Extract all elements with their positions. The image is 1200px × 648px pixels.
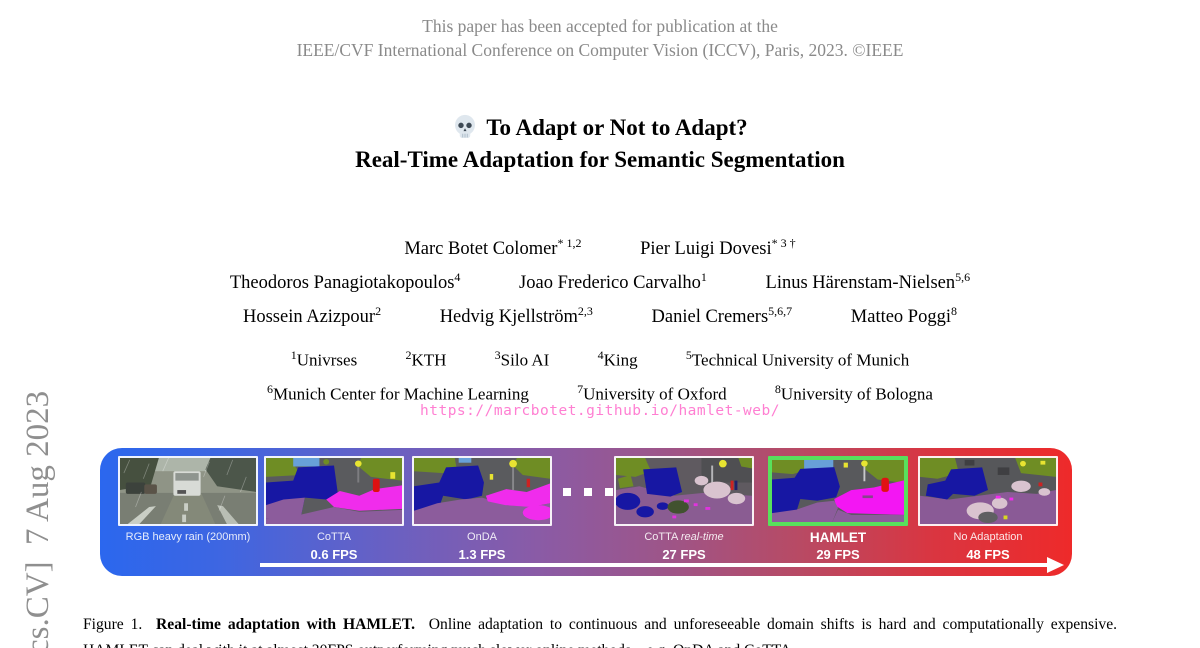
affiliation: 6Munich Center for Machine Learning bbox=[267, 381, 529, 404]
author: Hossein Azizpour2 bbox=[243, 304, 382, 328]
author: Joao Frederico Carvalho1 bbox=[519, 270, 707, 294]
affiliation: 2KTH bbox=[405, 348, 447, 370]
segmentation-image-onda bbox=[412, 456, 552, 526]
figure-caption: Figure 1. Real-time adaptation with HAML… bbox=[83, 612, 1117, 648]
arxiv-watermark: [cs.CV] 7 Aug 2023 bbox=[20, 390, 56, 648]
panel-cotta-real-time: CoTTA real-time 27 FPS bbox=[614, 456, 754, 562]
affiliation-row-1: 1Univrses 2KTH 3Silo AI 4King 5Technical… bbox=[0, 341, 1200, 375]
panel-label: CoTTA bbox=[316, 531, 352, 543]
panel-label: RGB heavy rain (200mm) bbox=[125, 531, 251, 543]
affiliation: 3Silo AI bbox=[494, 348, 550, 370]
rgb-input-image bbox=[118, 456, 258, 526]
segmentation-image-hamlet bbox=[768, 456, 908, 526]
panel-label: CoTTA real-time bbox=[644, 531, 724, 543]
fps-axis-arrow bbox=[260, 556, 1064, 573]
panel-fps: 1.3 FPS bbox=[458, 547, 506, 562]
author: Pier Luigi Dovesi* 3 † bbox=[640, 236, 796, 260]
author: Hedvig Kjellström2,3 bbox=[439, 304, 593, 328]
affiliation: 8University of Bologna bbox=[774, 381, 933, 404]
paper-title: To Adapt or Not to Adapt? Real-Time Adap… bbox=[0, 112, 1200, 176]
paper-title-line1: To Adapt or Not to Adapt? bbox=[0, 112, 1200, 144]
skull-emoji-icon bbox=[452, 114, 478, 140]
paper-title-line2: Real-Time Adaptation for Semantic Segmen… bbox=[355, 147, 845, 172]
panel-hamlet: HAMLET 29 FPS bbox=[768, 456, 908, 562]
affiliation: 7University of Oxford bbox=[577, 381, 727, 404]
authors-block: Marc Botet Colomer* 1,2 Pier Luigi Doves… bbox=[0, 229, 1200, 331]
segmentation-image-cotta-real-time bbox=[614, 456, 754, 526]
acceptance-notice-line1: This paper has been accepted for publica… bbox=[422, 16, 778, 36]
affiliation-row-2: 6Munich Center for Machine Learning 7Uni… bbox=[0, 375, 1200, 409]
panel-label: OnDA bbox=[467, 531, 497, 543]
segmentation-image-no-adaptation bbox=[918, 456, 1058, 526]
panel-fps: 27 FPS bbox=[662, 547, 706, 562]
panel-fps: 0.6 FPS bbox=[310, 547, 358, 562]
author-row-1: Marc Botet Colomer* 1,2 Pier Luigi Doves… bbox=[0, 229, 1200, 263]
caption-bold-lead: Real-time adaptation with HAMLET. bbox=[156, 615, 416, 633]
affiliation: 1Univrses bbox=[290, 348, 358, 370]
ellipsis-dots bbox=[563, 488, 623, 496]
panel-onda: OnDA 1.3 FPS bbox=[412, 456, 552, 562]
author: Daniel Cremers5,6,7 bbox=[651, 304, 793, 328]
caption-figure-label: Figure 1. bbox=[83, 615, 143, 633]
author: Marc Botet Colomer* 1,2 bbox=[404, 236, 582, 260]
panel-fps: 29 FPS bbox=[816, 547, 860, 562]
segmentation-image-cotta bbox=[264, 456, 404, 526]
affiliations-block: 1Univrses 2KTH 3Silo AI 4King 5Technical… bbox=[0, 341, 1200, 408]
panel-no-adaptation: No Adaptation 48 FPS bbox=[918, 456, 1058, 562]
caption-text: Online adaptation to continuous and unfo… bbox=[83, 615, 1118, 648]
author-row-3: Hossein Azizpour2 Hedvig Kjellström2,3 D… bbox=[0, 297, 1200, 331]
author-row-2: Theodoros Panagiotakopoulos4 Joao Freder… bbox=[0, 263, 1200, 297]
project-url-link[interactable]: https://marcbotet.github.io/hamlet-web/ bbox=[420, 403, 780, 419]
panel-rgb-input: RGB heavy rain (200mm) bbox=[118, 456, 258, 548]
author: Theodoros Panagiotakopoulos4 bbox=[229, 270, 461, 294]
acceptance-notice: This paper has been accepted for publica… bbox=[0, 14, 1200, 62]
figure-1-band: RGB heavy rain (200mm) bbox=[100, 448, 1072, 576]
project-url-line: https://marcbotet.github.io/hamlet-web/ bbox=[0, 402, 1200, 420]
arrow-head-icon bbox=[1047, 556, 1064, 573]
affiliation: 4King bbox=[597, 348, 638, 370]
acceptance-notice-line2: IEEE/CVF International Conference on Com… bbox=[296, 40, 904, 60]
author: Matteo Poggi8 bbox=[850, 304, 957, 328]
author: Linus Härenstam-Nielsen5,6 bbox=[765, 270, 971, 294]
panel-label: No Adaptation bbox=[953, 531, 1023, 543]
affiliation: 5Technical University of Munich bbox=[685, 348, 910, 370]
title-text-line1: To Adapt or Not to Adapt? bbox=[486, 115, 748, 140]
panel-fps: 48 FPS bbox=[966, 547, 1010, 562]
panel-label: HAMLET bbox=[809, 530, 867, 545]
panel-cotta: CoTTA 0.6 FPS bbox=[264, 456, 404, 562]
